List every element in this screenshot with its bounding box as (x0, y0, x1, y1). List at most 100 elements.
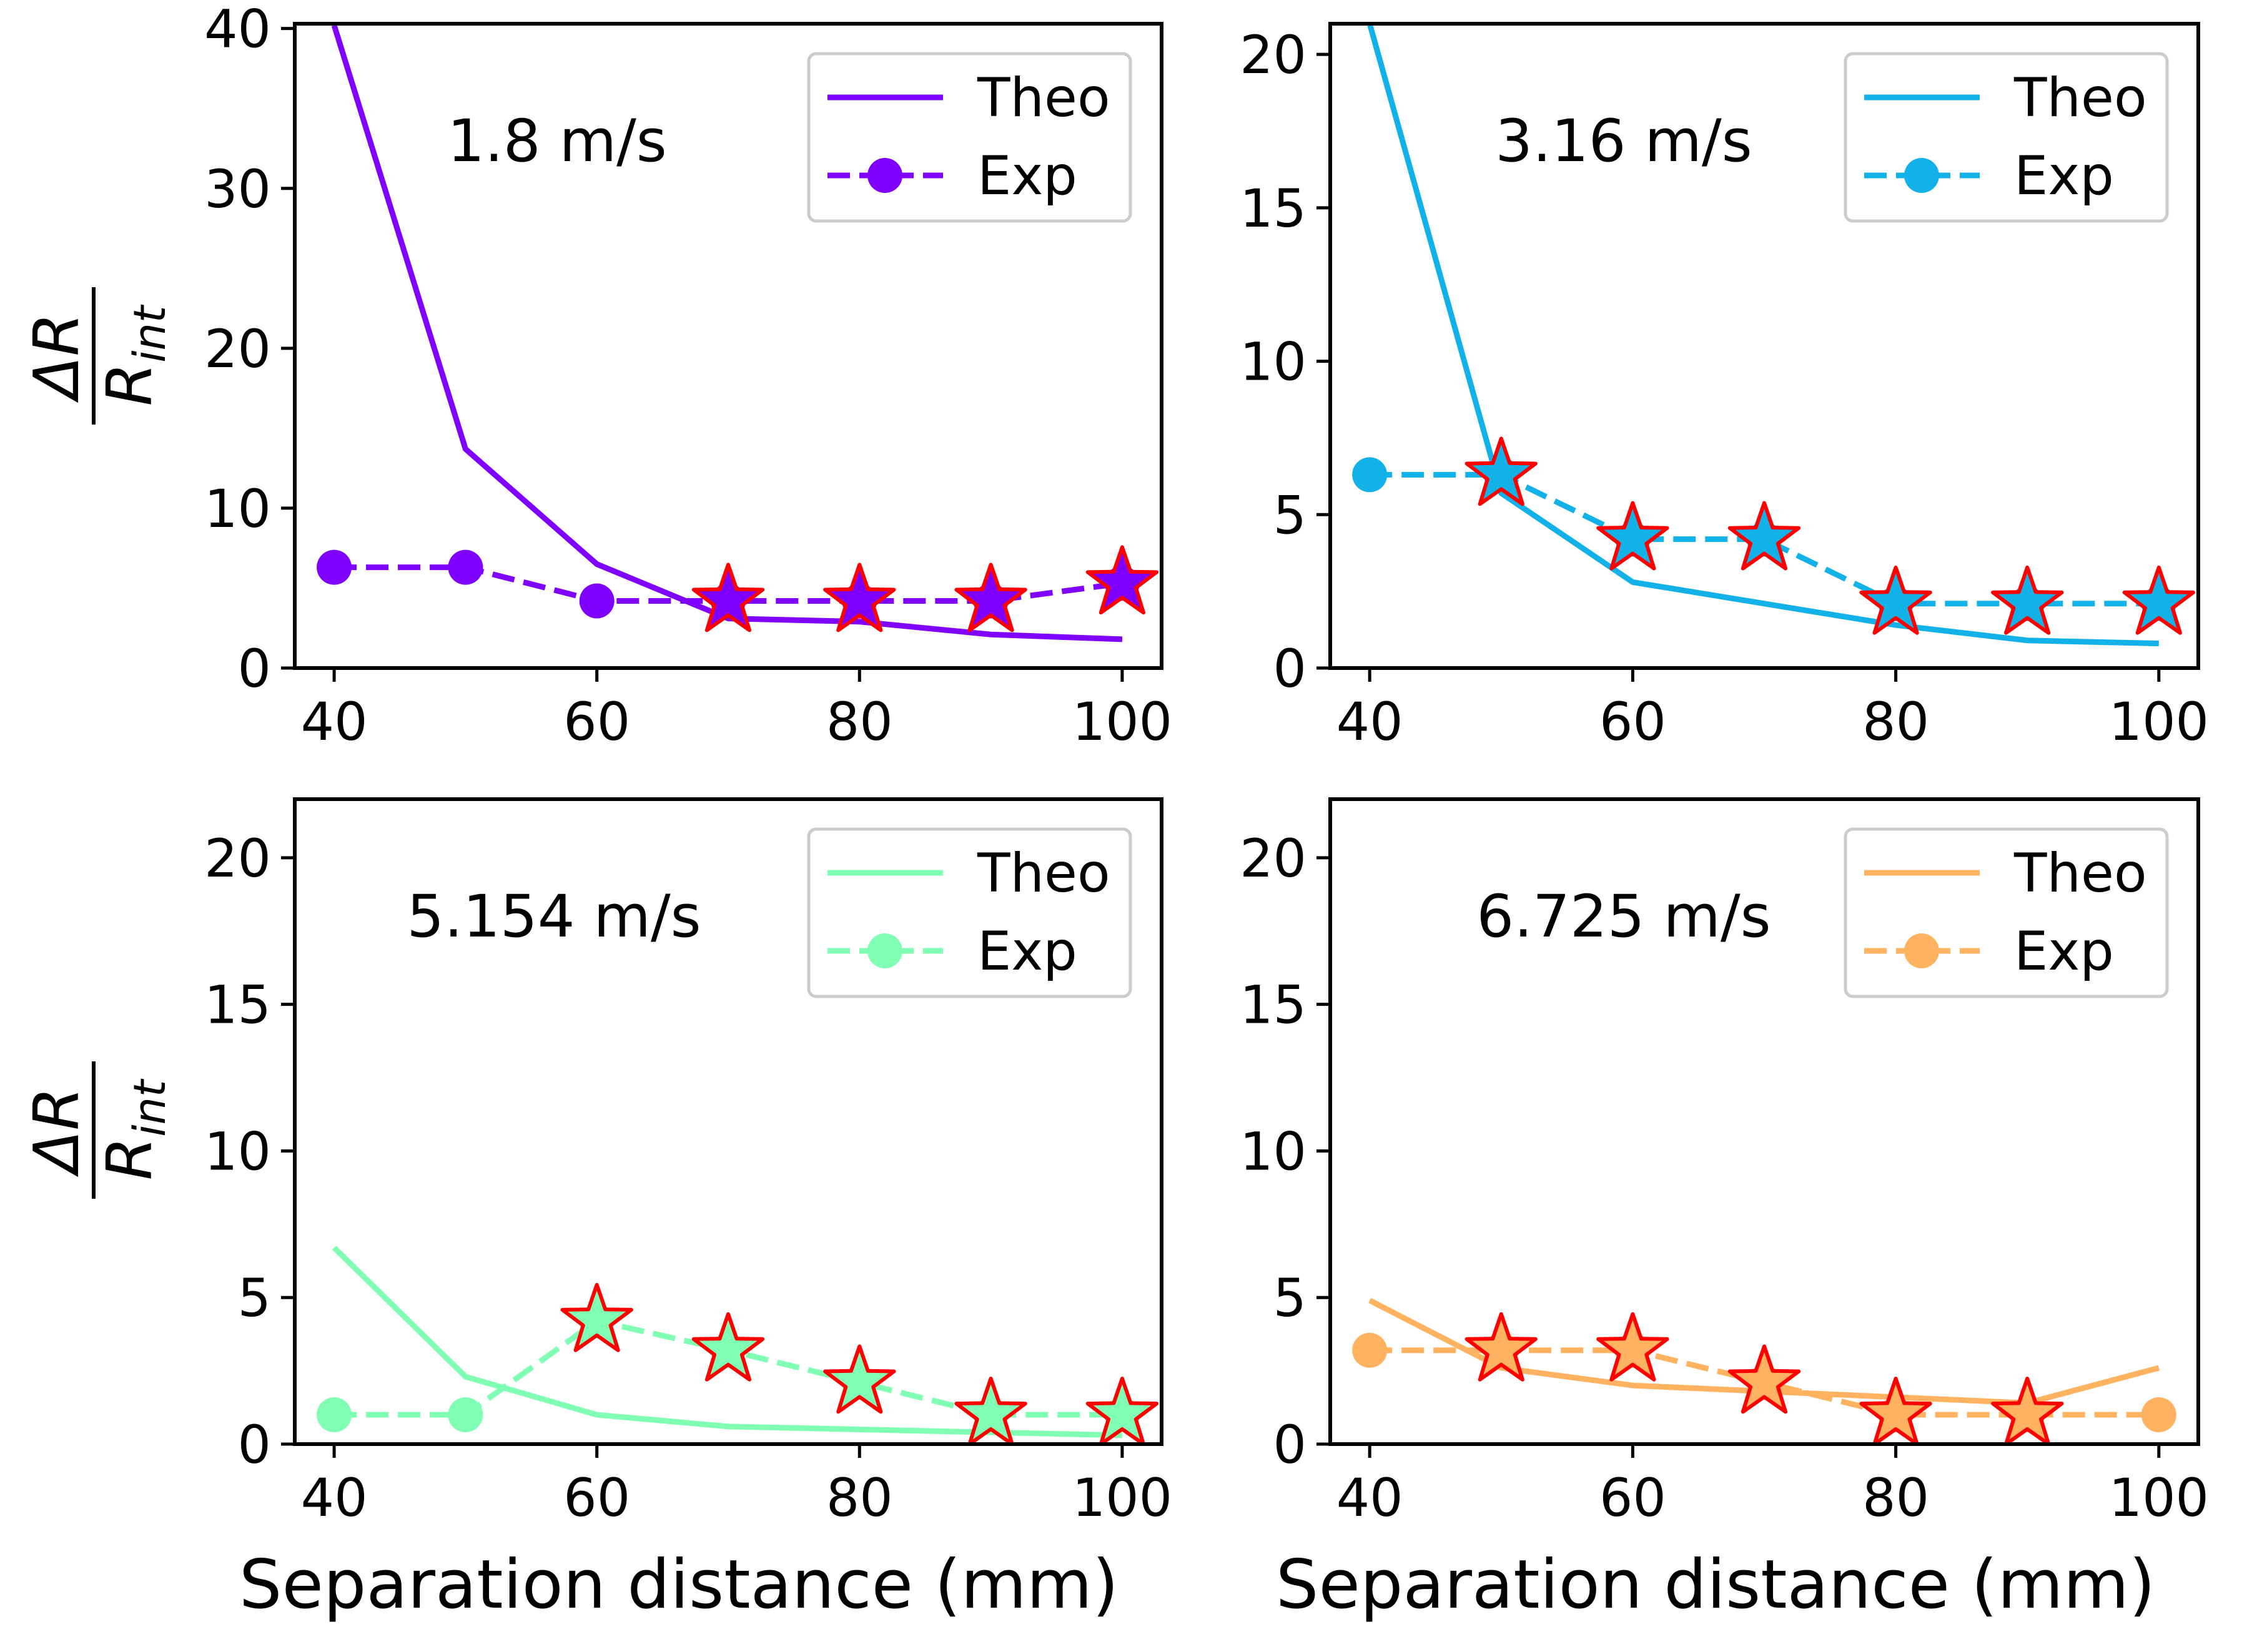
y-tick-label: 20 (1240, 24, 1306, 86)
highlight-star-marker (823, 563, 896, 632)
y-tick-label: 10 (204, 1121, 271, 1182)
y-tick-label: 30 (204, 159, 271, 220)
exp-point-marker (579, 583, 615, 619)
speed-annotation: 6.725 m/s (1476, 883, 1770, 951)
highlight-star-marker (1596, 501, 1669, 571)
exp-point-marker (317, 549, 352, 585)
highlight-star-marker (1596, 1312, 1669, 1382)
legend: Theo Exp (807, 827, 1132, 998)
speed-annotation: 1.8 m/s (447, 107, 667, 175)
chart-panel-top-right: 40 60 80 100 0 5 10 15 20 3.16 m/s Theo Exp (1240, 22, 2209, 752)
x-tick-label: 40 (301, 691, 368, 752)
legend-theo-label: Theo (2013, 842, 2147, 905)
legend-exp-label: Exp (977, 920, 1077, 983)
chart-panel-bottom-right: 40 60 80 100 0 5 10 15 20 6.725 m/s Theo Exp (1240, 797, 2209, 1528)
y-label-numerator: ΔR (20, 1087, 93, 1178)
y-label-denominator: Rint (93, 1078, 175, 1180)
highlight-star-marker (2122, 565, 2195, 635)
y-tick-label: 10 (1240, 332, 1306, 393)
speed-annotation: 5.154 m/s (407, 883, 701, 951)
x-tick-label: 100 (1072, 691, 1172, 752)
y-label-denominator-main: R (93, 1137, 166, 1180)
y-axis-label-bottom: ΔR Rint (20, 1061, 175, 1199)
speed-annotation: 3.16 m/s (1495, 107, 1752, 175)
y-tick-label: 20 (204, 318, 271, 380)
y-tick-label: 10 (204, 478, 271, 539)
y-tick-label: 0 (238, 638, 271, 699)
legend-exp-marker (1904, 933, 1939, 968)
y-label-denominator-main: R (93, 363, 166, 406)
axes-frame (1328, 797, 2200, 1446)
x-tick-label: 80 (826, 1467, 893, 1528)
series-line-theo (332, 1246, 1123, 1438)
legend: Theo Exp (1844, 52, 2169, 223)
x-tick-label: 60 (1599, 1467, 1666, 1528)
highlight-star-marker (954, 563, 1027, 632)
legend-theo-label: Theo (977, 842, 1110, 905)
x-tick-label: 60 (563, 691, 630, 752)
series-line-theo (1366, 22, 2159, 647)
y-tick-label: 15 (1240, 178, 1306, 239)
legend-exp-marker (867, 933, 902, 968)
highlight-star-marker (691, 563, 765, 632)
axes-frame (1328, 22, 2200, 670)
exp-point-marker (448, 549, 483, 585)
y-tick-label: 0 (1273, 638, 1306, 699)
legend: Theo Exp (1844, 827, 2169, 998)
highlight-star-marker (823, 1344, 896, 1414)
highlight-star-marker (1859, 1377, 1932, 1446)
legend: Theo Exp (807, 52, 1132, 223)
x-tick-label: 100 (2109, 691, 2209, 752)
legend-exp-marker (1904, 158, 1939, 193)
y-tick-label: 0 (1273, 1414, 1306, 1475)
y-tick-label: 15 (204, 975, 271, 1036)
highlight-star-marker (691, 1312, 765, 1382)
x-tick-label: 100 (2109, 1467, 2209, 1528)
x-axis-label-left: Separation distance (mm) (239, 1546, 1119, 1624)
y-axis-label-top: ΔR Rint (20, 287, 175, 425)
axes-frame (293, 797, 1163, 1446)
series-line-theo (331, 24, 1123, 642)
highlight-star-marker (1464, 436, 1538, 506)
y-tick-label: 40 (204, 0, 271, 60)
legend-exp-label: Exp (977, 145, 1077, 207)
legend-theo-label: Theo (2013, 67, 2147, 129)
highlight-star-marker (1991, 565, 2064, 635)
y-tick-label: 15 (1240, 975, 1306, 1036)
y-label-denominator-sub: int (124, 1078, 175, 1137)
y-label-denominator: Rint (93, 304, 175, 406)
highlight-star-marker (1991, 1377, 2064, 1446)
y-tick-label: 0 (238, 1414, 271, 1475)
highlight-star-marker (954, 1377, 1027, 1446)
highlight-star-marker (1727, 1344, 1801, 1414)
chart-panel-bottom-left: 40 60 80 100 0 5 10 15 20 5.154 m/s Theo Exp (204, 797, 1172, 1528)
legend-exp-label: Exp (2014, 920, 2114, 983)
highlight-star-marker (1085, 1377, 1159, 1446)
legend-theo-label: Theo (977, 67, 1110, 129)
y-tick-label: 20 (204, 828, 271, 889)
y-tick-label: 5 (1273, 1267, 1306, 1329)
y-label-denominator-sub: int (124, 304, 175, 363)
x-tick-label: 100 (1072, 1467, 1172, 1528)
chart-panel-top-left: 40 60 80 100 0 10 20 30 40 1.8 m/s Theo Exp (204, 0, 1172, 752)
y-tick-label: 10 (1240, 1121, 1306, 1182)
axes-frame (293, 22, 1163, 670)
highlight-star-marker (1085, 545, 1159, 615)
x-tick-label: 80 (1862, 1467, 1929, 1528)
x-tick-label: 40 (1336, 691, 1403, 752)
highlight-star-marker (560, 1282, 633, 1352)
exp-point-marker (1352, 457, 1388, 493)
highlight-star-marker (1464, 1312, 1538, 1382)
y-label-numerator: ΔR (20, 313, 93, 403)
x-tick-label: 60 (1599, 691, 1666, 752)
exp-point-marker (317, 1397, 352, 1433)
x-axis-label-right: Separation distance (mm) (1276, 1546, 2155, 1624)
exp-point-marker (448, 1397, 483, 1433)
y-tick-label: 20 (1240, 828, 1306, 889)
legend-exp-marker (867, 158, 902, 193)
exp-point-marker (2141, 1397, 2176, 1433)
exp-point-marker (1352, 1332, 1388, 1368)
legend-exp-label: Exp (2014, 145, 2114, 207)
y-tick-label: 5 (1273, 484, 1306, 546)
x-tick-label: 80 (1862, 691, 1929, 752)
